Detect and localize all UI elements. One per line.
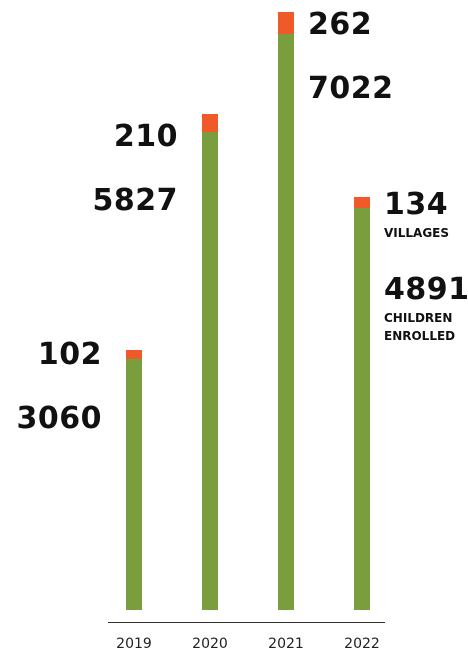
- bar-segment: [202, 131, 218, 610]
- value-label: 102: [37, 337, 102, 372]
- bar-segment: [202, 114, 218, 132]
- x-tick-label: 2019: [116, 636, 152, 652]
- bar-segment: [354, 197, 370, 209]
- value-label: 210: [113, 119, 178, 154]
- x-tick-label: 2021: [268, 636, 304, 652]
- bar-segment: [126, 350, 142, 359]
- legend-label: VILLAGES: [384, 226, 450, 240]
- value-label: 7022: [308, 71, 394, 106]
- value-label: 134: [384, 187, 449, 222]
- value-label: 3060: [16, 401, 102, 436]
- baseline: [108, 622, 385, 623]
- bar-segment: [278, 33, 294, 610]
- value-label: 4891: [384, 272, 468, 307]
- bar-segment: [278, 12, 294, 34]
- bar-segment: [354, 208, 370, 610]
- x-tick-label: 2022: [344, 636, 380, 652]
- bar-segment: [126, 358, 142, 610]
- value-label: 5827: [92, 183, 178, 218]
- value-label: 262: [308, 7, 373, 42]
- x-tick-label: 2020: [192, 636, 228, 652]
- legend-label: CHILDREN ENROLLED: [384, 311, 456, 343]
